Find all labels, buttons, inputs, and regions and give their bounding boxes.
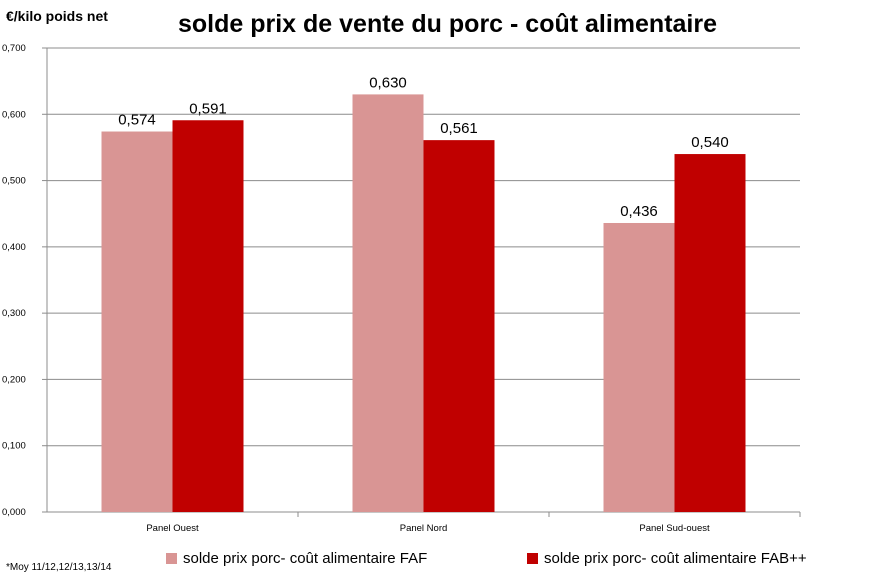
bar-faf-1 bbox=[352, 94, 424, 513]
data-label: 0,540 bbox=[691, 134, 729, 151]
bar-fab-1 bbox=[423, 140, 495, 512]
data-label: 0,561 bbox=[440, 120, 478, 137]
legend-label-faf: solde prix porc- coût alimentaire FAF bbox=[183, 550, 428, 567]
data-label: 0,436 bbox=[620, 203, 658, 220]
data-label: 0,630 bbox=[369, 74, 407, 91]
legend-item-fab: solde prix porc- coût alimentaire FAB++ bbox=[527, 550, 807, 567]
x-tick-label: Panel Nord bbox=[400, 523, 448, 534]
y-tick-label: 0,200 bbox=[2, 374, 26, 385]
chart-title: solde prix de vente du porc - coût alime… bbox=[178, 10, 718, 38]
legend-label-fab: solde prix porc- coût alimentaire FAB++ bbox=[544, 550, 807, 567]
y-tick-label: 0,500 bbox=[2, 176, 26, 187]
x-tick-label: Panel Ouest bbox=[146, 523, 199, 534]
bar-fab-2 bbox=[674, 154, 746, 513]
y-tick-label: 0,100 bbox=[2, 441, 26, 452]
y-tick-label: 0,000 bbox=[2, 507, 26, 518]
data-label: 0,591 bbox=[189, 100, 227, 117]
legend-swatch-faf bbox=[166, 553, 177, 564]
bar-faf-2 bbox=[603, 222, 675, 512]
y-tick-label: 0,300 bbox=[2, 308, 26, 319]
y-axis-unit-label: €/kilo poids net bbox=[6, 8, 108, 24]
y-tick-label: 0,600 bbox=[2, 109, 26, 120]
y-tick-label: 0,700 bbox=[2, 43, 26, 54]
bar-faf-0 bbox=[101, 131, 173, 512]
footnote: *Moy 11/12,12/13,13/14 bbox=[6, 562, 112, 573]
bar-fab-0 bbox=[172, 120, 244, 512]
legend-item-faf: solde prix porc- coût alimentaire FAF bbox=[166, 550, 427, 567]
legend-swatch-fab bbox=[527, 553, 538, 564]
data-label: 0,574 bbox=[118, 112, 156, 129]
x-tick-label: Panel Sud-ouest bbox=[639, 523, 710, 534]
y-tick-label: 0,400 bbox=[2, 242, 26, 253]
